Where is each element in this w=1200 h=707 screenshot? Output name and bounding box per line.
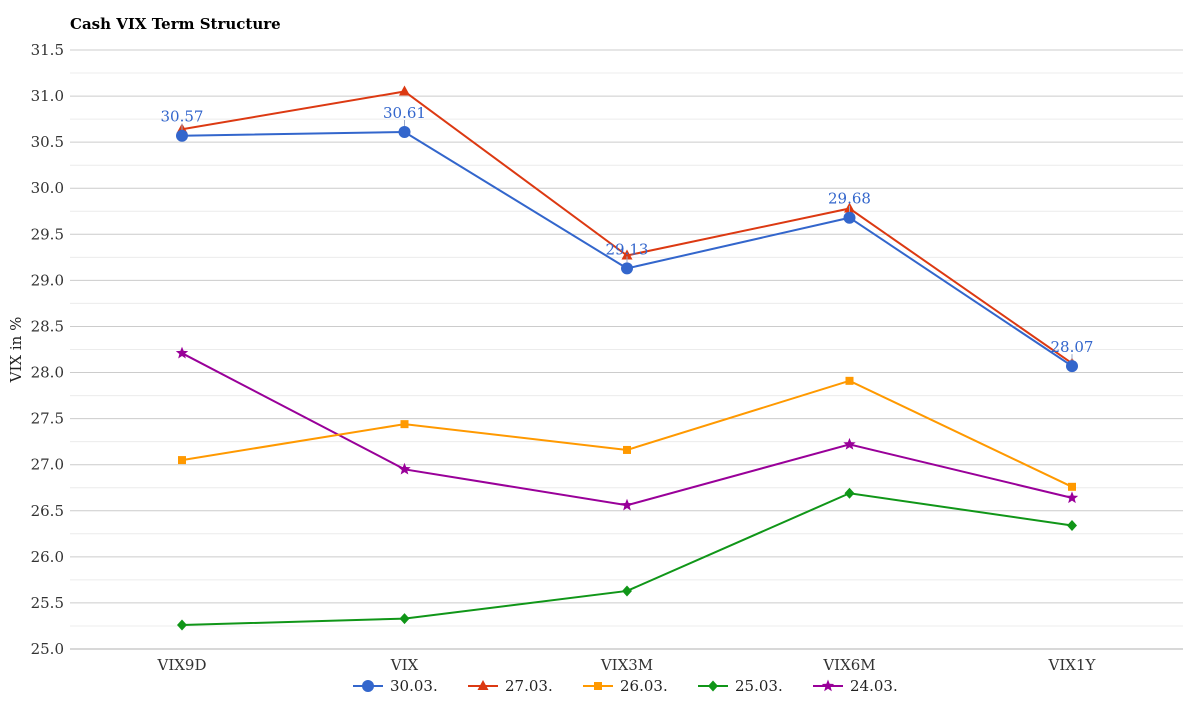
x-tick-label: VIX3M xyxy=(600,656,653,674)
y-axis-title: VIX in % xyxy=(7,317,25,384)
y-tick-label: 25.5 xyxy=(31,594,64,612)
series-24-03 xyxy=(175,346,1079,511)
data-point xyxy=(620,498,634,511)
y-tick-label: 29.0 xyxy=(31,271,64,289)
y-tick-label: 26.5 xyxy=(31,502,64,520)
x-tick-label: VIX6M xyxy=(822,656,875,674)
y-tick-label: 29.5 xyxy=(31,225,64,243)
data-point xyxy=(398,462,411,475)
data-point xyxy=(1067,520,1077,532)
data-point xyxy=(400,420,409,429)
y-tick-label: 31.5 xyxy=(31,41,64,59)
legend-item: 26.03. xyxy=(583,677,668,695)
data-point xyxy=(399,613,410,625)
y-tick-label: 30.0 xyxy=(31,179,64,197)
data-point xyxy=(175,346,189,359)
y-tick-label: 28.0 xyxy=(31,364,64,382)
y-tick-label: 26.0 xyxy=(31,548,64,566)
legend-label: 24.03. xyxy=(850,677,898,695)
data-point xyxy=(176,129,188,142)
data-label: 29.68 xyxy=(828,190,871,208)
legend-label: 26.03. xyxy=(620,677,668,695)
data-label: 30.57 xyxy=(161,108,204,126)
data-point xyxy=(622,585,632,597)
data-point xyxy=(621,262,633,275)
y-tick-label: 25.0 xyxy=(31,640,64,658)
legend-item: 24.03. xyxy=(813,677,898,695)
legend: 30.03. 27.03. 26.03. 25.03. 24.03. xyxy=(353,677,898,695)
y-tick-label: 31.0 xyxy=(31,87,64,105)
data-point xyxy=(845,376,854,385)
data-label: 28.07 xyxy=(1051,338,1094,356)
y-tick-label: 27.5 xyxy=(31,410,64,428)
legend-item: 25.03. xyxy=(698,677,783,695)
data-point xyxy=(844,487,855,499)
data-point xyxy=(843,211,856,224)
legend-item: 30.03. xyxy=(353,677,438,695)
legend-marker xyxy=(594,682,602,690)
y-tick-label: 27.0 xyxy=(31,456,64,474)
x-tick-label: VIX1Y xyxy=(1048,656,1097,674)
series-line xyxy=(181,379,1073,488)
data-point xyxy=(399,85,410,96)
data-label: 30.61 xyxy=(383,104,426,122)
legend-marker xyxy=(477,680,489,690)
series-30-03 xyxy=(176,126,1078,373)
data-point xyxy=(1065,491,1079,504)
x-tick-label: VIX xyxy=(390,656,419,674)
series-line xyxy=(181,90,1073,365)
data-point xyxy=(178,456,186,465)
series-25-03 xyxy=(177,487,1077,631)
data-point xyxy=(1068,482,1076,491)
y-tick-label: 30.5 xyxy=(31,133,64,151)
series-line xyxy=(181,492,1073,627)
legend-marker xyxy=(362,680,374,692)
data-point xyxy=(623,445,631,454)
data-point xyxy=(843,437,856,450)
data-label: 29.13 xyxy=(606,240,649,258)
series-27-03 xyxy=(176,85,1078,368)
data-point xyxy=(398,126,411,139)
data-point xyxy=(177,619,187,631)
legend-label: 25.03. xyxy=(735,677,783,695)
x-tick-label: VIX9D xyxy=(156,656,206,674)
legend-label: 27.03. xyxy=(505,677,553,695)
legend-marker xyxy=(821,679,835,692)
data-point xyxy=(621,249,633,260)
data-point xyxy=(1066,360,1078,373)
chart-title: Cash VIX Term Structure xyxy=(70,15,281,33)
legend-marker xyxy=(708,680,718,692)
y-tick-label: 28.5 xyxy=(31,317,64,335)
legend-label: 30.03. xyxy=(390,677,438,695)
series-line xyxy=(181,352,1073,507)
legend-item: 27.03. xyxy=(468,677,553,695)
series-26-03 xyxy=(178,376,1076,491)
